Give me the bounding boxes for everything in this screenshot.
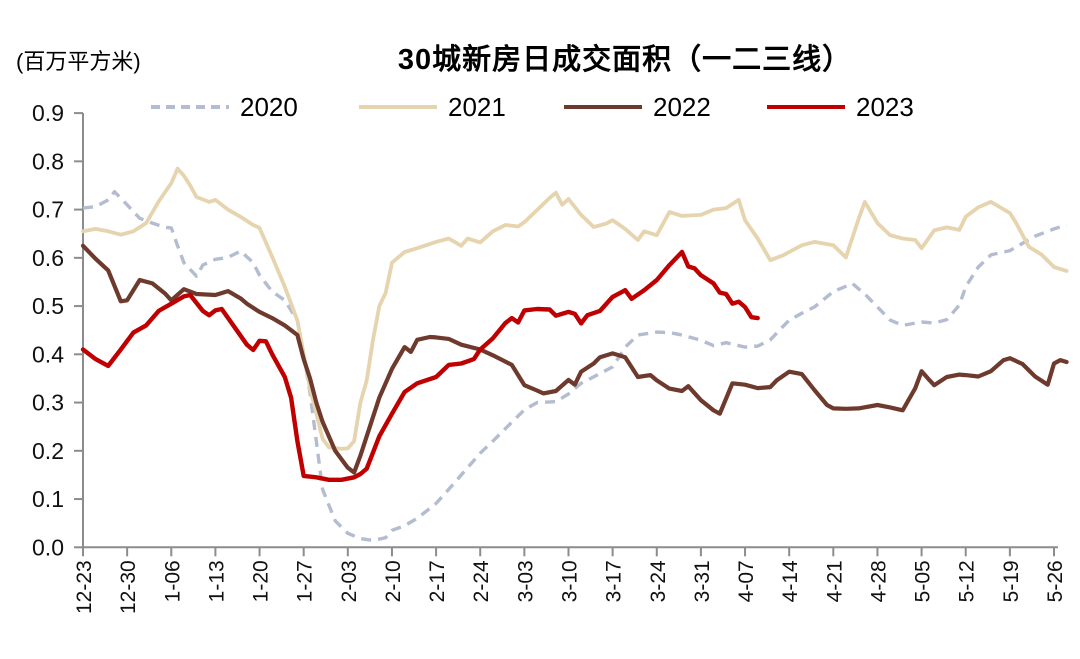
legend-label-2020: 2020	[240, 91, 298, 122]
x-tick-label-3-24: 3-24	[647, 560, 670, 602]
legend-item-2021: 2021	[358, 88, 506, 126]
x-tick-label-2-10: 2-10	[382, 560, 405, 602]
y-tick-label-0.9: 0.9	[32, 100, 64, 126]
y-tick-label-0.3: 0.3	[32, 390, 64, 416]
legend-line-swatch-2020	[151, 105, 229, 109]
x-tick-label-3-03: 3-03	[514, 560, 537, 602]
x-tick-label-12-30: 12-30	[117, 560, 140, 614]
y-tick-label-0.5: 0.5	[32, 293, 64, 319]
legend-line-swatch-2023	[767, 105, 845, 109]
legend-line-swatch-2021	[359, 105, 437, 109]
legend-label-2021: 2021	[448, 91, 506, 122]
x-tick-label-2-03: 2-03	[338, 560, 361, 602]
legend-label-2023: 2023	[856, 91, 914, 122]
x-tick-label-5-19: 5-19	[1000, 560, 1023, 602]
legend-line-swatch-2022	[564, 105, 642, 109]
y-tick-label-0.1: 0.1	[32, 486, 64, 512]
series-line-2022	[80, 243, 1069, 475]
legend-item-2020: 2020	[150, 88, 298, 126]
x-axis-tick-labels: 12-23 12-30 1-06 1-13 1-20 1-27 2-03 2-10 2-17 2-…	[73, 560, 1067, 614]
x-tick-label-1-20: 1-20	[250, 560, 273, 602]
x-tick-label-5-05: 5-05	[912, 560, 935, 602]
x-tick-label-12-23: 12-23	[73, 560, 96, 614]
y-tick-label-0.6: 0.6	[32, 245, 64, 271]
x-tick-label-2-17: 2-17	[426, 560, 449, 602]
x-tick-label-5-26: 5-26	[1044, 560, 1067, 602]
y-axis-unit-label: (百万平方米)	[16, 49, 141, 74]
y-tick-label-0.7: 0.7	[32, 197, 64, 223]
legend-label-2022: 2022	[653, 91, 711, 122]
x-tick-label-5-12: 5-12	[956, 560, 979, 602]
series-line-2023	[80, 249, 760, 482]
chart-title: 30城新房日成交面积（一二三线）	[397, 44, 853, 76]
x-tick-label-4-14: 4-14	[779, 560, 802, 602]
series-line-2020	[82, 189, 1068, 543]
series-line-2021	[81, 166, 1069, 451]
x-tick-label-2-24: 2-24	[470, 560, 493, 602]
y-tick-label-0.2: 0.2	[32, 438, 64, 464]
y-axis-tick-labels: 0.0 0.1 0.2 0.3 0.4 0.5 0.6 0.7 0.8 0.9	[32, 100, 64, 560]
y-tick-label-0.8: 0.8	[32, 148, 64, 174]
x-tick-label-3-10: 3-10	[559, 560, 582, 602]
legend-item-2022: 2022	[563, 88, 711, 126]
x-tick-label-4-28: 4-28	[867, 560, 890, 602]
x-tick-label-4-21: 4-21	[823, 560, 846, 602]
y-tick-label-0.4: 0.4	[32, 341, 64, 367]
legend-item-2023: 2023	[766, 88, 914, 126]
x-tick-label-1-13: 1-13	[205, 560, 228, 602]
y-tick-label-0.0: 0.0	[32, 534, 64, 560]
x-tick-label-4-07: 4-07	[735, 560, 758, 602]
axes	[74, 112, 1058, 557]
x-tick-label-3-31: 3-31	[691, 560, 714, 602]
x-tick-label-1-27: 1-27	[294, 560, 317, 602]
x-tick-label-3-17: 3-17	[603, 560, 626, 602]
x-tick-label-1-06: 1-06	[161, 560, 184, 602]
chart-legend: 2020 2021 2022 2023	[0, 88, 1080, 126]
